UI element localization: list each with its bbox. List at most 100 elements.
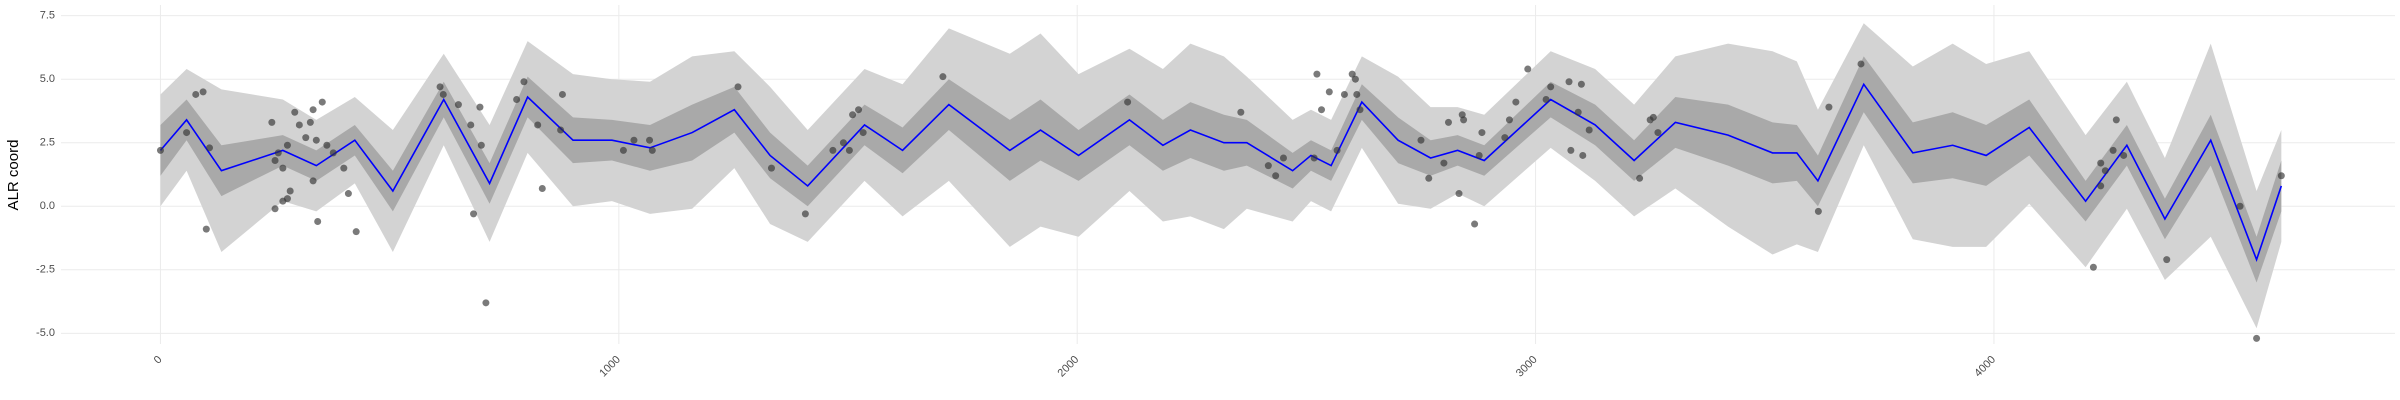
x-tick-label: 2000 [1056,354,1082,380]
data-point [1512,98,1520,106]
data-point [520,78,528,86]
data-point [2277,172,2285,180]
data-point [482,299,490,307]
x-tick-label: 1000 [597,354,623,380]
data-point [312,136,320,144]
mean-line [159,82,2283,262]
data-point [801,210,809,218]
data-point [1478,129,1486,137]
y-tick-label: 0.0 [40,200,55,212]
data-point [183,129,191,137]
data-point [619,146,627,154]
data-point [939,73,947,81]
data-point [476,103,484,111]
y-axis-label: ALR coord [5,140,22,211]
data-point [538,184,546,192]
data-point [859,129,867,137]
data-point [2097,182,2105,190]
data-point [309,106,317,114]
data-point [839,139,847,147]
data-point [1425,174,1433,182]
data-point [1547,83,1555,91]
data-point [271,205,279,213]
data-point [1353,90,1361,98]
data-point [1471,220,1479,228]
data-point [1574,108,1582,116]
data-point [352,228,360,236]
data-point [2163,256,2171,264]
data-point [344,190,352,198]
data-point [829,146,837,154]
data-point [268,118,276,126]
data-point [2101,167,2109,175]
data-point [1310,154,1318,162]
data-point [314,218,322,226]
data-point [1417,136,1425,144]
data-point [646,136,654,144]
data-point [1444,118,1452,126]
data-point [2089,263,2097,271]
data-point [1577,80,1585,88]
data-point [1505,116,1513,124]
x-tick-label: 4000 [1972,354,1998,380]
data-point [477,141,485,149]
data-point [2109,146,2117,154]
data-point [206,144,214,152]
data-point [271,157,279,165]
data-point [2253,334,2261,342]
data-point [1524,65,1532,73]
data-point [513,96,521,104]
data-point [1579,151,1587,159]
band [160,23,2282,329]
data-point [1313,70,1321,78]
y-tick-label: -2.5 [36,264,55,276]
data-point [1124,98,1132,106]
data-point [1440,159,1448,167]
data-point [156,146,164,154]
data-point [630,136,638,144]
data-point [2097,159,2105,167]
data-point [1814,207,1822,215]
data-point [302,134,310,142]
data-point [291,108,299,116]
data-point [2120,151,2128,159]
band [160,56,2282,283]
data-point [340,164,348,172]
data-point [845,146,853,154]
data-point [767,164,775,172]
x-tick-label: 0 [152,354,165,367]
data-point [329,149,337,157]
data-point [1351,75,1359,83]
data-point [202,225,210,233]
data-point [648,146,656,154]
data-point [1636,174,1644,182]
data-point [454,101,462,109]
data-point [1501,134,1509,142]
data-point [1348,70,1356,78]
data-point [470,210,478,218]
x-tick-label: 3000 [1514,354,1540,380]
data-point [439,90,447,98]
data-point [1237,108,1245,116]
data-point [849,111,857,119]
data-point [1649,113,1657,121]
data-point [855,106,863,114]
data-point [318,98,326,106]
data-point [1857,60,1865,68]
data-point [286,187,294,195]
data-point [1272,172,1280,180]
data-point [1567,146,1575,154]
data-point [734,83,742,91]
data-point [1318,106,1326,114]
data-point [279,197,287,205]
data-point [1333,146,1341,154]
data-point [1654,129,1662,137]
data-point [1460,116,1468,124]
data-point [1455,190,1463,198]
data-point [1325,88,1333,96]
data-point [1356,106,1364,114]
data-point [192,90,200,98]
data-point [1542,96,1550,104]
data-point [306,118,314,126]
